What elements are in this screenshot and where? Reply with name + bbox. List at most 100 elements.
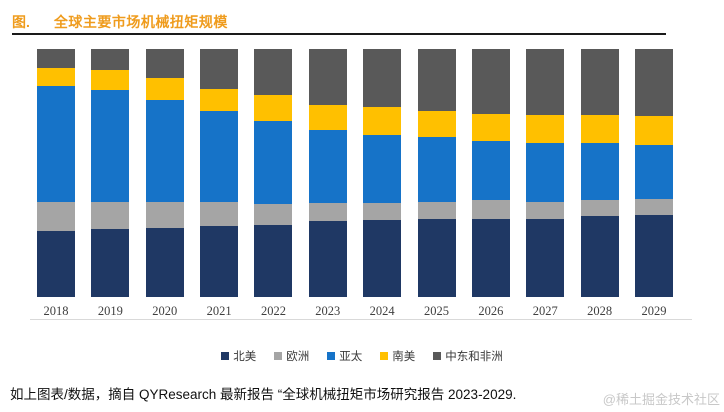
legend-item-欧洲: 欧洲: [274, 348, 309, 364]
bar-segment-欧洲: [580, 200, 619, 217]
bar-segment-北美: [254, 225, 293, 297]
bar-segment-中东和非洲: [526, 49, 565, 115]
bar-segment-南美: [417, 111, 456, 138]
legend-item-南美: 南美: [380, 348, 415, 364]
bar-column-2023: 2023: [308, 49, 347, 319]
bar-segment-亚太: [363, 134, 402, 203]
bar-segment-北美: [200, 226, 239, 297]
x-tick-label: 2020: [152, 304, 178, 318]
bar-segment-中东和非洲: [363, 49, 402, 108]
legend-label: 亚太: [339, 351, 363, 363]
bar-segment-北美: [471, 218, 510, 297]
bar-column-2018: 2018: [37, 49, 75, 319]
bar-segment-中东和非洲: [308, 49, 347, 105]
bar-segment-亚太: [145, 99, 184, 202]
bar-segment-南美: [471, 113, 510, 141]
bar-segment-北美: [91, 228, 130, 297]
bar-segment-亚太: [634, 144, 673, 200]
bar-segment-中东和非洲: [417, 49, 456, 112]
bar-column-2028: 2028: [580, 49, 619, 319]
bar-segment-南美: [634, 116, 673, 145]
stacked-bar-2023: [308, 49, 347, 297]
stacked-bar-2025: [417, 49, 456, 297]
title-underline: [12, 33, 666, 35]
bar-segment-亚太: [526, 143, 565, 202]
bar-segment-欧洲: [145, 201, 184, 228]
bar-segment-南美: [145, 77, 184, 100]
bar-segment-中东和非洲: [91, 49, 130, 71]
bar-segment-南美: [580, 114, 619, 144]
stacked-bar-2021: [200, 49, 239, 297]
stacked-bar-2022: [254, 49, 293, 297]
stacked-bar-2020: [145, 49, 184, 297]
bar-segment-中东和非洲: [200, 49, 239, 89]
bar-segment-欧洲: [254, 204, 293, 226]
bar-column-2022: 2022: [254, 49, 293, 319]
legend-swatch-icon: [274, 352, 283, 360]
bar-segment-北美: [308, 221, 347, 297]
legend-label: 南美: [392, 351, 416, 363]
bar-segment-南美: [526, 114, 565, 144]
bar-segment-北美: [363, 220, 402, 297]
bar-segment-欧洲: [471, 200, 510, 219]
plot-area: 2018 2019 2020 2021 2022 2023 2024 2025 2026 2027…: [37, 49, 673, 319]
bar-segment-亚太: [308, 129, 347, 203]
bar-segment-欧洲: [200, 201, 239, 227]
x-tick-label: 2026: [478, 304, 504, 318]
bar-segment-中东和非洲: [634, 49, 673, 116]
stacked-bar-2019: [91, 49, 130, 297]
bar-segment-北美: [417, 218, 456, 297]
bar-column-2021: 2021: [200, 49, 239, 319]
legend-label: 欧洲: [286, 351, 310, 363]
figure-label: 图.: [12, 14, 30, 30]
figure-title: 全球主要市场机械扭矩规模: [53, 14, 228, 30]
x-axis-line: [30, 319, 692, 320]
bar-segment-亚太: [471, 140, 510, 201]
bar-segment-北美: [145, 227, 184, 297]
legend-label: 北美: [233, 351, 257, 363]
bar-segment-中东和非洲: [580, 49, 619, 115]
bar-segment-亚太: [254, 120, 293, 205]
bar-segment-北美: [580, 216, 619, 297]
bar-segment-南美: [363, 107, 402, 135]
bar-segment-中东和非洲: [37, 49, 75, 68]
legend-item-中东和非洲: 中东和非洲: [433, 348, 503, 364]
legend-swatch-icon: [221, 352, 230, 360]
bar-segment-亚太: [91, 89, 130, 202]
x-tick-label: 2021: [206, 304, 232, 318]
bar-column-2020: 2020: [145, 49, 184, 319]
stacked-bar-2018: [37, 49, 75, 297]
bar-segment-欧洲: [363, 202, 402, 221]
x-tick-label: 2018: [43, 304, 69, 318]
x-tick-label: 2027: [532, 304, 558, 318]
x-tick-label: 2029: [641, 304, 667, 318]
stacked-bar-2027: [526, 49, 565, 297]
bar-segment-亚太: [37, 86, 75, 202]
bar-segment-亚太: [580, 143, 619, 201]
legend-label: 中东和非洲: [445, 351, 503, 363]
bar-segment-南美: [37, 67, 75, 87]
bar-segment-欧洲: [634, 199, 673, 216]
stacked-bar-2024: [363, 49, 402, 297]
watermark: @稀土掘金技术社区: [602, 392, 720, 407]
bar-column-2027: 2027: [526, 49, 565, 319]
bar-segment-欧洲: [91, 201, 130, 229]
bar-segment-南美: [254, 94, 293, 121]
legend-item-亚太: 亚太: [327, 348, 362, 364]
x-tick-label: 2023: [315, 304, 341, 318]
bar-segment-北美: [37, 231, 75, 297]
bar-segment-南美: [91, 70, 130, 90]
chart-legend: 北美 欧洲 亚太 南美 中东和非洲: [0, 348, 724, 364]
bar-column-2024: 2024: [363, 49, 402, 319]
bar-segment-南美: [200, 88, 239, 112]
bar-column-2026: 2026: [471, 49, 510, 319]
bar-segment-中东和非洲: [145, 49, 184, 78]
bar-segment-南美: [308, 104, 347, 130]
bar-column-2025: 2025: [417, 49, 456, 319]
bar-segment-欧洲: [308, 202, 347, 222]
bar-column-2029: 2029: [634, 49, 673, 319]
stacked-bar-2026: [471, 49, 510, 297]
bar-segment-北美: [634, 215, 673, 297]
x-tick-label: 2028: [587, 304, 613, 318]
